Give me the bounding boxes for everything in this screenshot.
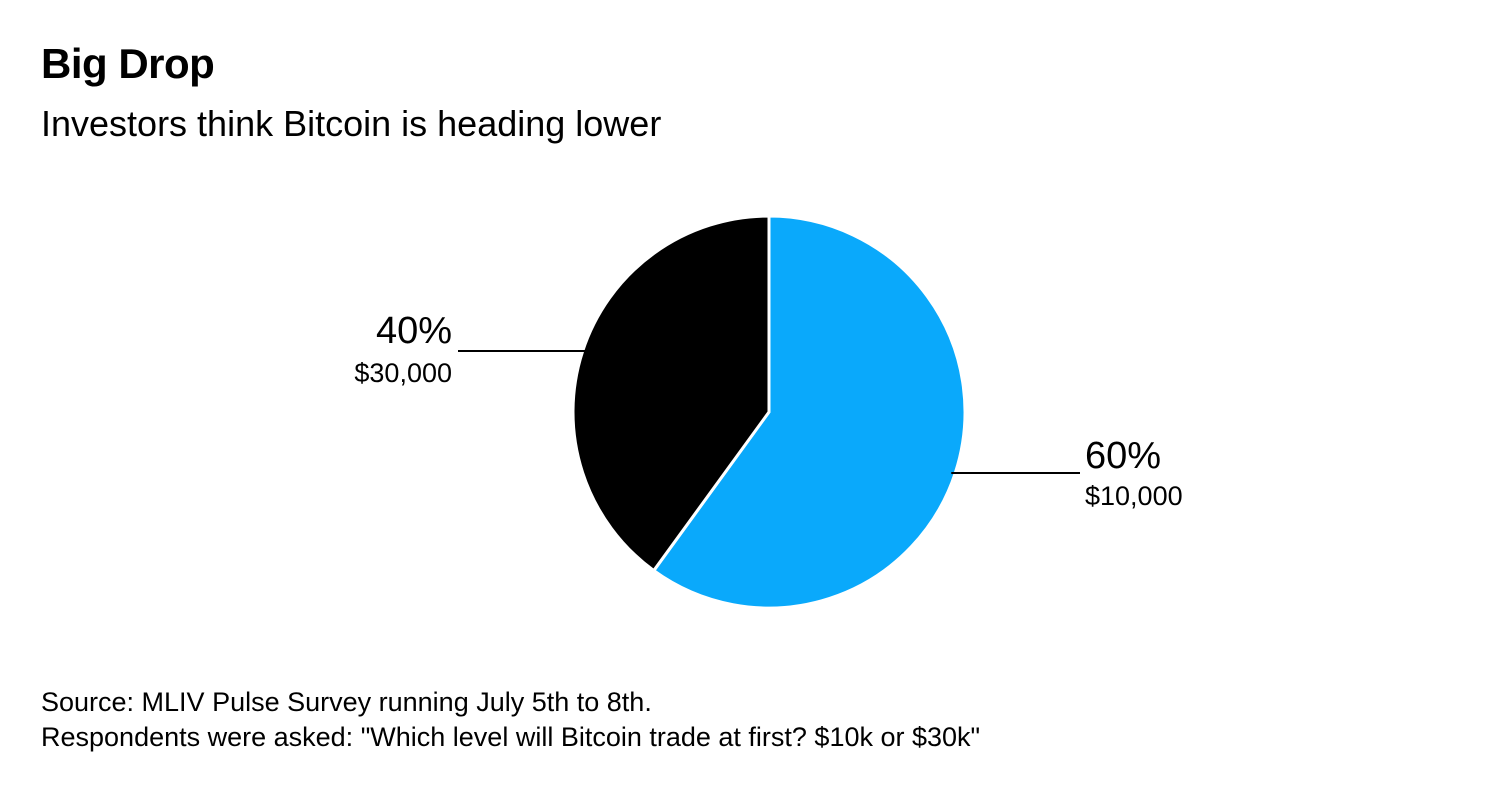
source-note: Source: MLIV Pulse Survey running July 5… — [41, 687, 652, 717]
chart-title: Big Drop — [41, 40, 215, 87]
pie-slices — [571, 214, 967, 610]
pie-labels: 60% $10,000 40% $30,000 — [354, 310, 1182, 511]
percent-label: 40% — [376, 310, 452, 352]
chart-subtitle: Investors think Bitcoin is heading lower — [41, 103, 662, 144]
survey-question-note: Respondents were asked: "Which level wil… — [41, 722, 981, 752]
chart-footer: Source: MLIV Pulse Survey running July 5… — [41, 685, 980, 755]
category-label: $30,000 — [354, 358, 452, 388]
percent-label: 60% — [1085, 435, 1161, 477]
category-label: $10,000 — [1085, 481, 1183, 511]
